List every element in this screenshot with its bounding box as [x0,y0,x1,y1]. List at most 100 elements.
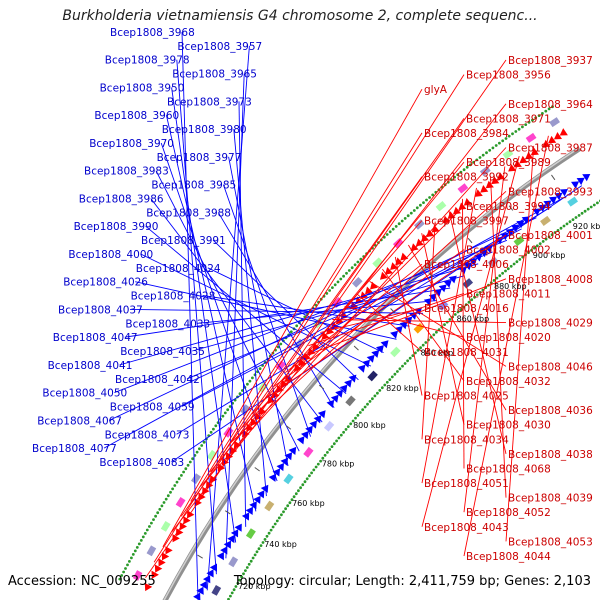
gc-dot [173,484,177,487]
gc-dot [180,474,183,477]
leader-line [332,319,507,324]
gene-arrow [537,204,547,212]
gene-arrow [196,586,204,595]
gc-dot [589,205,593,209]
gc-dot [511,132,514,136]
gc-dot [366,402,369,406]
gene-label-reverse: Bcep1808_3956 [466,70,551,82]
gene-label-reverse: Bcep1808_3997 [424,216,509,228]
gene-label-reverse: glyA [424,84,448,96]
gc-dot [383,383,387,387]
gene-arrow [390,330,398,339]
gene-block [245,528,256,540]
gc-dot [478,156,482,159]
gene-label-forward: Bcep1808_3986 [79,194,164,206]
gene-arrow [144,582,153,592]
tick-label: 880 kbp [494,282,527,291]
gc-dot [398,367,402,371]
gc-dot [308,474,311,478]
tick-mark [318,384,325,390]
gc-dot [504,137,508,140]
gc-dot [301,483,305,487]
gene-label-forward: Bcep1808_4035 [120,346,205,358]
gc-dot [280,513,283,517]
gene-arrow [542,139,551,148]
gene-arrow [176,528,184,537]
gene-arrow [496,172,505,180]
gc-dot [504,269,507,273]
gc-dot [562,224,566,228]
gc-dot [126,563,129,567]
gc-dot [182,470,186,474]
gc-dot [188,460,192,464]
gene-arrow [253,495,261,504]
gene-block [146,545,157,557]
gc-dot [494,144,498,147]
tick-mark [197,554,203,559]
gene-arrow [576,177,585,186]
gene-arrow [326,399,335,408]
gc-dot [547,107,551,111]
gene-label-reverse: Bcep1808_4030 [466,420,551,432]
gc-dot [166,494,170,498]
gc-dot [514,130,518,133]
gene-label-reverse: Bcep1808_4052 [466,507,551,519]
gene-label-forward: Bcep1808_3960 [94,110,179,122]
leader-line [240,205,465,429]
tick-mark [508,205,514,211]
gc-dot [156,511,160,515]
gene-arrow [438,284,447,293]
gc-dot [150,521,153,525]
leader-line [382,268,465,382]
gene-block [191,473,201,485]
gc-dot [385,233,389,236]
gene-label-reverse: Bcep1808_3992 [424,172,509,184]
gc-dot [290,498,294,502]
gc-dot [354,416,357,420]
gene-arrow [257,490,265,499]
gc-dot [424,341,428,344]
gene-block [264,500,275,512]
gene-arrow [161,552,170,561]
gc-dot [478,291,482,294]
gene-arrow [220,546,228,555]
gene-block [303,446,314,458]
gene-arrow [193,592,201,600]
gc-dot [432,333,436,337]
gene-label-reverse: Bcep1808_4043 [424,522,509,534]
gene-arrow [227,534,235,544]
gene-label-reverse: Bcep1808_3993 [508,186,593,198]
gc-dot [551,105,554,109]
gc-dot [245,566,249,569]
leader-line [171,185,583,463]
gc-dot [228,405,232,408]
gene-label-reverse: Bcep1808_3964 [508,99,593,111]
gc-dot [319,459,322,463]
gene-arrow [267,395,276,404]
gc-dot [349,422,353,426]
gc-dot [473,295,476,299]
leader-line [206,45,250,591]
gene-arrow [296,436,305,445]
gc-dot [135,546,139,549]
gc-dot [408,356,412,360]
gene-arrow [357,364,366,373]
gc-dot [238,392,242,396]
gene-arrow [365,286,373,295]
gene-block [211,585,222,596]
gc-dot [232,588,236,592]
gc-dot [421,343,425,347]
gc-dot [556,229,560,232]
gc-dot [492,279,496,282]
gene-arrow [317,410,326,419]
gene-label-forward: Bcep1808_4000 [68,249,153,261]
gc-dot [214,424,218,428]
gc-dot [394,225,398,228]
gc-dot [345,271,348,275]
gc-dot [227,597,230,600]
accession-text: Accession: NC_009255 [8,574,156,589]
gene-arrow [474,189,483,197]
gene-block [435,201,447,212]
gc-dot [152,518,155,521]
gene-arrow [582,174,591,182]
